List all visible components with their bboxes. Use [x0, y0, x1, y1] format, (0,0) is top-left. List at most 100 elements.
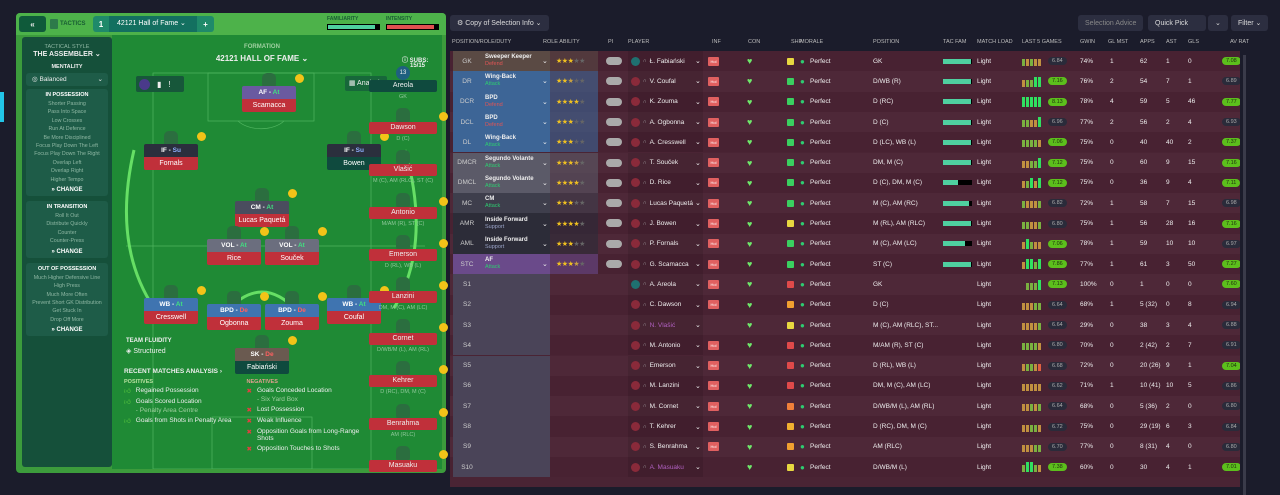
add-player-icon[interactable]	[439, 238, 448, 248]
table-row[interactable]: S4 ∩ M. Antonio ⌄ Hol ♥ ● Perfect M/AM (R), ST (…	[450, 335, 1240, 356]
add-player-icon[interactable]	[318, 227, 327, 236]
role-label[interactable]: VOL - At	[265, 239, 319, 252]
pi-toggle[interactable]	[606, 77, 622, 86]
quick-pick-button[interactable]: Quick Pick	[1148, 15, 1206, 31]
formation-select[interactable]: 42121 HALL OF FAME ⌄	[215, 54, 309, 63]
sub-card[interactable]: Masuaku	[369, 459, 437, 474]
sub-card[interactable]: Antonio M/AM (R), ST (C)	[369, 206, 437, 227]
sub-name[interactable]: Masuaku	[369, 459, 437, 472]
column-header[interactable]: PI	[608, 39, 614, 45]
player-cell[interactable]: ∩ G. Scamacca	[628, 254, 703, 275]
player-name[interactable]: Cresswell	[144, 311, 198, 324]
player-cell[interactable]: ∩ T. Kehrer	[628, 416, 703, 437]
role-cell[interactable]	[481, 274, 550, 295]
player-name[interactable]: M. Lanzini	[649, 382, 680, 390]
table-row[interactable]: STC AF Attack ⌄ ★ ★ ★ ★ ★ ∩ G. Scamacca ⌄ Hol ♥ ● Perfe…	[450, 254, 1240, 275]
chevron-down-icon[interactable]: ⌄	[695, 464, 701, 472]
role-label[interactable]: WB - At	[144, 298, 198, 311]
sub-card[interactable]: Emerson D (RL), WB (L)	[369, 248, 437, 269]
chevron-down-icon[interactable]: ⌄	[542, 159, 548, 167]
tactical-style[interactable]: THE ASSEMBLER ⌄	[33, 51, 101, 58]
filter-button[interactable]: Filter ⌄	[1231, 15, 1269, 31]
chevron-down-icon[interactable]: ⌄	[695, 179, 701, 187]
table-row[interactable]: S10 ∩ A. Masuaku ⌄ ♥ ● Perfect D/WB/M (L) Light 7…	[450, 457, 1240, 478]
add-player-icon[interactable]	[260, 227, 269, 236]
role-label[interactable]: IF - Su	[144, 144, 198, 157]
chevron-down-icon[interactable]: ⌄	[542, 98, 548, 106]
player-name[interactable]: M. Antonio	[649, 341, 681, 349]
player-cell[interactable]: ∩ S. Benrahma	[628, 436, 703, 457]
column-header[interactable]: ROLE ABILITY	[543, 39, 580, 45]
pitch-player-card[interactable]: BPD - De Ogbonna	[207, 304, 261, 330]
column-header[interactable]: AV RAT	[1230, 39, 1250, 45]
player-cell[interactable]: ∩ M. Lanzini	[628, 375, 703, 397]
add-player-icon[interactable]	[439, 407, 448, 417]
table-row[interactable]: AML Inside Forward Support ⌄ ★ ★ ★ ★ ★ ∩ P. Fornal…	[450, 233, 1240, 254]
add-player-icon[interactable]	[439, 196, 448, 206]
role-cell[interactable]: AF Attack	[481, 254, 550, 275]
add-player-icon[interactable]	[439, 112, 448, 122]
role-cell[interactable]	[481, 416, 550, 437]
player-name[interactable]: Bowen	[327, 157, 381, 170]
player-name[interactable]: D. Rice	[649, 179, 671, 187]
role-cell[interactable]: Inside Forward Support	[481, 233, 550, 254]
table-row[interactable]: S5 ∩ Emerson ⌄ Hol ♥ ● Perfect D (RL), WB (L) Lig…	[450, 355, 1240, 376]
role-cell[interactable]: BPD Defend	[481, 111, 550, 133]
table-row[interactable]: DMCL Segundo Volante Attack ⌄ ★ ★ ★ ★ ★ ∩ D. Rice ⌄…	[450, 172, 1240, 194]
change-button[interactable]: » CHANGE	[51, 248, 83, 255]
selection-advice-button[interactable]: Selection Advice	[1078, 15, 1144, 31]
column-header[interactable]: APPS	[1140, 39, 1155, 45]
add-player-icon[interactable]	[288, 336, 297, 345]
player-name[interactable]: Scamacca	[242, 99, 296, 112]
chevron-down-icon[interactable]: ⌄	[695, 98, 701, 106]
pi-toggle[interactable]	[606, 158, 622, 167]
chevron-down-icon[interactable]: ⌄	[695, 322, 701, 330]
column-header[interactable]: GLS	[1188, 39, 1200, 45]
role-cell[interactable]	[481, 396, 550, 417]
player-name[interactable]: A. Masuaku	[649, 463, 684, 471]
player-name[interactable]: V. Coufal	[649, 77, 676, 85]
chevron-down-icon[interactable]: ⌄	[695, 78, 701, 86]
tactic-select[interactable]: 42121 Hall of Fame ⌄	[109, 16, 197, 32]
add-player-icon[interactable]	[318, 292, 327, 301]
chevron-down-icon[interactable]: ⌄	[542, 220, 548, 228]
pi-toggle[interactable]	[606, 57, 622, 65]
add-player-icon[interactable]	[380, 286, 389, 295]
chevron-down-icon[interactable]: ⌄	[695, 139, 701, 147]
table-row[interactable]: DCL BPD Defend ⌄ ★ ★ ★ ★ ★ ∩ A. Ogbonna ⌄ Hol ♥ ● Perfe…	[450, 111, 1240, 133]
role-cell[interactable]	[481, 457, 550, 478]
tactic-slot[interactable]: 1	[93, 16, 109, 32]
chevron-down-icon[interactable]: ⌄	[695, 200, 701, 208]
table-row[interactable]: DR Wing-Back Attack ⌄ ★ ★ ★ ★ ★ ∩ V. Coufal ⌄ Hol ♥ ● P…	[450, 71, 1240, 92]
add-player-icon[interactable]	[439, 365, 448, 375]
sub-card[interactable]: Dawson D (C)	[369, 122, 437, 142]
change-button[interactable]: » CHANGE	[51, 327, 83, 334]
column-header[interactable]: GWIN	[1080, 39, 1095, 45]
table-row[interactable]: S9 ∩ S. Benrahma ⌄ Hol ♥ ● Perfect AM (RLC) Light…	[450, 436, 1240, 457]
column-header[interactable]: MATCH LOAD	[977, 39, 1013, 45]
player-cell[interactable]: ∩ A. Areola	[628, 274, 703, 295]
column-header[interactable]: TAC FAM	[943, 39, 967, 45]
collapse-button[interactable]: «	[19, 16, 46, 32]
role-cell[interactable]: Wing-Back Attack	[481, 132, 550, 153]
chevron-down-icon[interactable]: ⌄	[695, 58, 701, 66]
column-header[interactable]: PLAYER	[628, 39, 650, 45]
table-row[interactable]: MC CM Attack ⌄ ★ ★ ★ ★ ★ ∩ Lucas Paquetá ⌄ Hol ♥ ● Perf…	[450, 193, 1240, 214]
chevron-down-icon[interactable]: ⌄	[695, 240, 701, 248]
table-row[interactable]: DMCR Segundo Volante Attack ⌄ ★ ★ ★ ★ ★ ∩ T. Souče…	[450, 152, 1240, 173]
table-row[interactable]: S1 ∩ A. Areola ⌄ Hol ♥ ● Perfect GK Light 7.13 100%…	[450, 274, 1240, 295]
chevron-down-icon[interactable]: ⌄	[542, 179, 548, 187]
pitch-player-card[interactable]: SK - De Fabiański	[235, 348, 289, 374]
view-select[interactable]: ⚙ Copy of Selection Info ⌄	[450, 15, 549, 31]
pitch-player-card[interactable]: CM - At Lucas Paquetá	[235, 201, 289, 227]
role-label[interactable]: AF - At	[242, 86, 296, 99]
player-cell[interactable]: ∩ C. Dawson	[628, 294, 703, 315]
chevron-down-icon[interactable]: ⌄	[695, 301, 701, 309]
add-player-icon[interactable]	[197, 286, 206, 295]
player-name[interactable]: T. Kehrer	[649, 423, 676, 431]
player-cell[interactable]: ∩ A. Ogbonna	[628, 111, 703, 133]
player-name[interactable]: A. Cresswell	[649, 138, 686, 146]
add-player-icon[interactable]	[439, 323, 448, 333]
sub-name[interactable]: Emerson	[369, 248, 437, 261]
add-player-icon[interactable]	[439, 281, 448, 290]
